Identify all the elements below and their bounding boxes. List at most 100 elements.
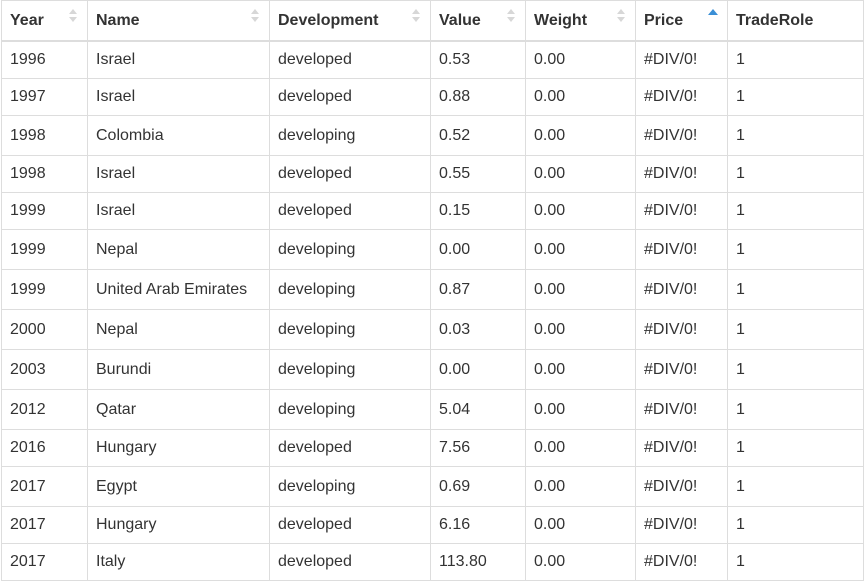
table-row[interactable]: 2003 Burundi developing 0.00 0.00 #DIV/0! 1 [1,349,864,390]
cell-price: #DIV/0! [635,389,728,430]
cell-value: 0.00 [430,229,526,270]
cell-name: Nepal [87,309,270,350]
column-header-label: Value [439,11,481,29]
column-header-name[interactable]: Name [87,0,270,42]
cell-traderole: 1 [727,466,864,507]
cell-price: #DIV/0! [635,155,728,193]
table-row[interactable]: 1999 United Arab Emirates developing 0.87 0.… [1,269,864,310]
sort-icon[interactable] [507,9,515,25]
cell-development: developing [269,389,431,430]
column-header-weight[interactable]: Weight [525,0,636,42]
cell-weight: 0.00 [525,349,636,390]
column-header-label: Development [278,11,379,29]
table-row[interactable]: 2016 Hungary developed 7.56 0.00 #DIV/0! 1 [1,429,864,467]
table-row[interactable]: 1998 Colombia developing 0.52 0.00 #DIV/0! 1 [1,115,864,156]
cell-price: #DIV/0! [635,309,728,350]
sort-ascending-icon[interactable] [708,9,718,25]
table-row[interactable]: 2012 Qatar developing 5.04 0.00 #DIV/0! 1 [1,389,864,430]
cell-traderole: 1 [727,389,864,430]
cell-weight: 0.00 [525,389,636,430]
cell-value: 0.15 [430,192,526,230]
table-row[interactable]: 2000 Nepal developing 0.03 0.00 #DIV/0! 1 [1,309,864,350]
cell-weight: 0.00 [525,229,636,270]
table-body: 1996 Israel developed 0.53 0.00 #DIV/0! 1 1997 I… [1,40,864,581]
table-row[interactable]: 1997 Israel developed 0.88 0.00 #DIV/0! 1 [1,78,864,116]
cell-value: 0.88 [430,78,526,116]
cell-name: Hungary [87,429,270,467]
cell-name: Israel [87,155,270,193]
cell-value: 7.56 [430,429,526,467]
cell-year: 2003 [1,349,88,390]
table-row[interactable]: 1999 Nepal developing 0.00 0.00 #DIV/0! 1 [1,229,864,270]
cell-value: 0.03 [430,309,526,350]
cell-value: 0.55 [430,155,526,193]
cell-weight: 0.00 [525,115,636,156]
sort-icon[interactable] [69,9,77,25]
cell-traderole: 1 [727,309,864,350]
cell-value: 0.69 [430,466,526,507]
cell-name: Italy [87,543,270,581]
cell-year: 1997 [1,78,88,116]
cell-name: Qatar [87,389,270,430]
cell-price: #DIV/0! [635,349,728,390]
cell-price: #DIV/0! [635,543,728,581]
cell-price: #DIV/0! [635,506,728,544]
table-row[interactable]: 2017 Hungary developed 6.16 0.00 #DIV/0! 1 [1,506,864,544]
cell-development: developing [269,229,431,270]
cell-value: 5.04 [430,389,526,430]
cell-price: #DIV/0! [635,40,728,79]
cell-name: Israel [87,40,270,79]
cell-name: Colombia [87,115,270,156]
cell-traderole: 1 [727,115,864,156]
cell-traderole: 1 [727,269,864,310]
cell-price: #DIV/0! [635,78,728,116]
cell-development: developing [269,269,431,310]
column-header-year[interactable]: Year [1,0,88,42]
column-header-value[interactable]: Value [430,0,526,42]
column-header-development[interactable]: Development [269,0,431,42]
cell-weight: 0.00 [525,40,636,79]
cell-year: 1999 [1,269,88,310]
cell-price: #DIV/0! [635,466,728,507]
cell-traderole: 1 [727,349,864,390]
sort-icon[interactable] [251,9,259,25]
cell-weight: 0.00 [525,155,636,193]
table-row[interactable]: 1996 Israel developed 0.53 0.00 #DIV/0! 1 [1,40,864,79]
cell-value: 0.53 [430,40,526,79]
cell-price: #DIV/0! [635,269,728,310]
cell-price: #DIV/0! [635,229,728,270]
cell-traderole: 1 [727,429,864,467]
cell-weight: 0.00 [525,466,636,507]
column-header-label: Weight [534,11,588,29]
cell-name: Israel [87,78,270,116]
cell-development: developed [269,192,431,230]
cell-traderole: 1 [727,192,864,230]
cell-development: developed [269,543,431,581]
column-header-price[interactable]: Price [635,0,728,42]
cell-traderole: 1 [727,40,864,79]
cell-price: #DIV/0! [635,192,728,230]
cell-traderole: 1 [727,543,864,581]
cell-weight: 0.00 [525,506,636,544]
cell-name: Hungary [87,506,270,544]
header-row: Year Name Development Value Weight Price [1,0,864,42]
cell-value: 113.80 [430,543,526,581]
table-row[interactable]: 1999 Israel developed 0.15 0.00 #DIV/0! 1 [1,192,864,230]
cell-traderole: 1 [727,229,864,270]
cell-value: 6.16 [430,506,526,544]
table-row[interactable]: 1998 Israel developed 0.55 0.00 #DIV/0! 1 [1,155,864,193]
cell-value: 0.00 [430,349,526,390]
cell-weight: 0.00 [525,78,636,116]
column-header-traderole[interactable]: TradeRole [727,0,864,42]
cell-weight: 0.00 [525,309,636,350]
cell-price: #DIV/0! [635,115,728,156]
cell-development: developed [269,429,431,467]
cell-weight: 0.00 [525,269,636,310]
column-header-label: Name [96,11,140,29]
sort-icon[interactable] [617,9,625,25]
table-row[interactable]: 2017 Italy developed 113.80 0.00 #DIV/0! 1 [1,543,864,581]
cell-year: 1998 [1,155,88,193]
sort-icon[interactable] [412,9,420,25]
table-row[interactable]: 2017 Egypt developing 0.69 0.00 #DIV/0! 1 [1,466,864,507]
